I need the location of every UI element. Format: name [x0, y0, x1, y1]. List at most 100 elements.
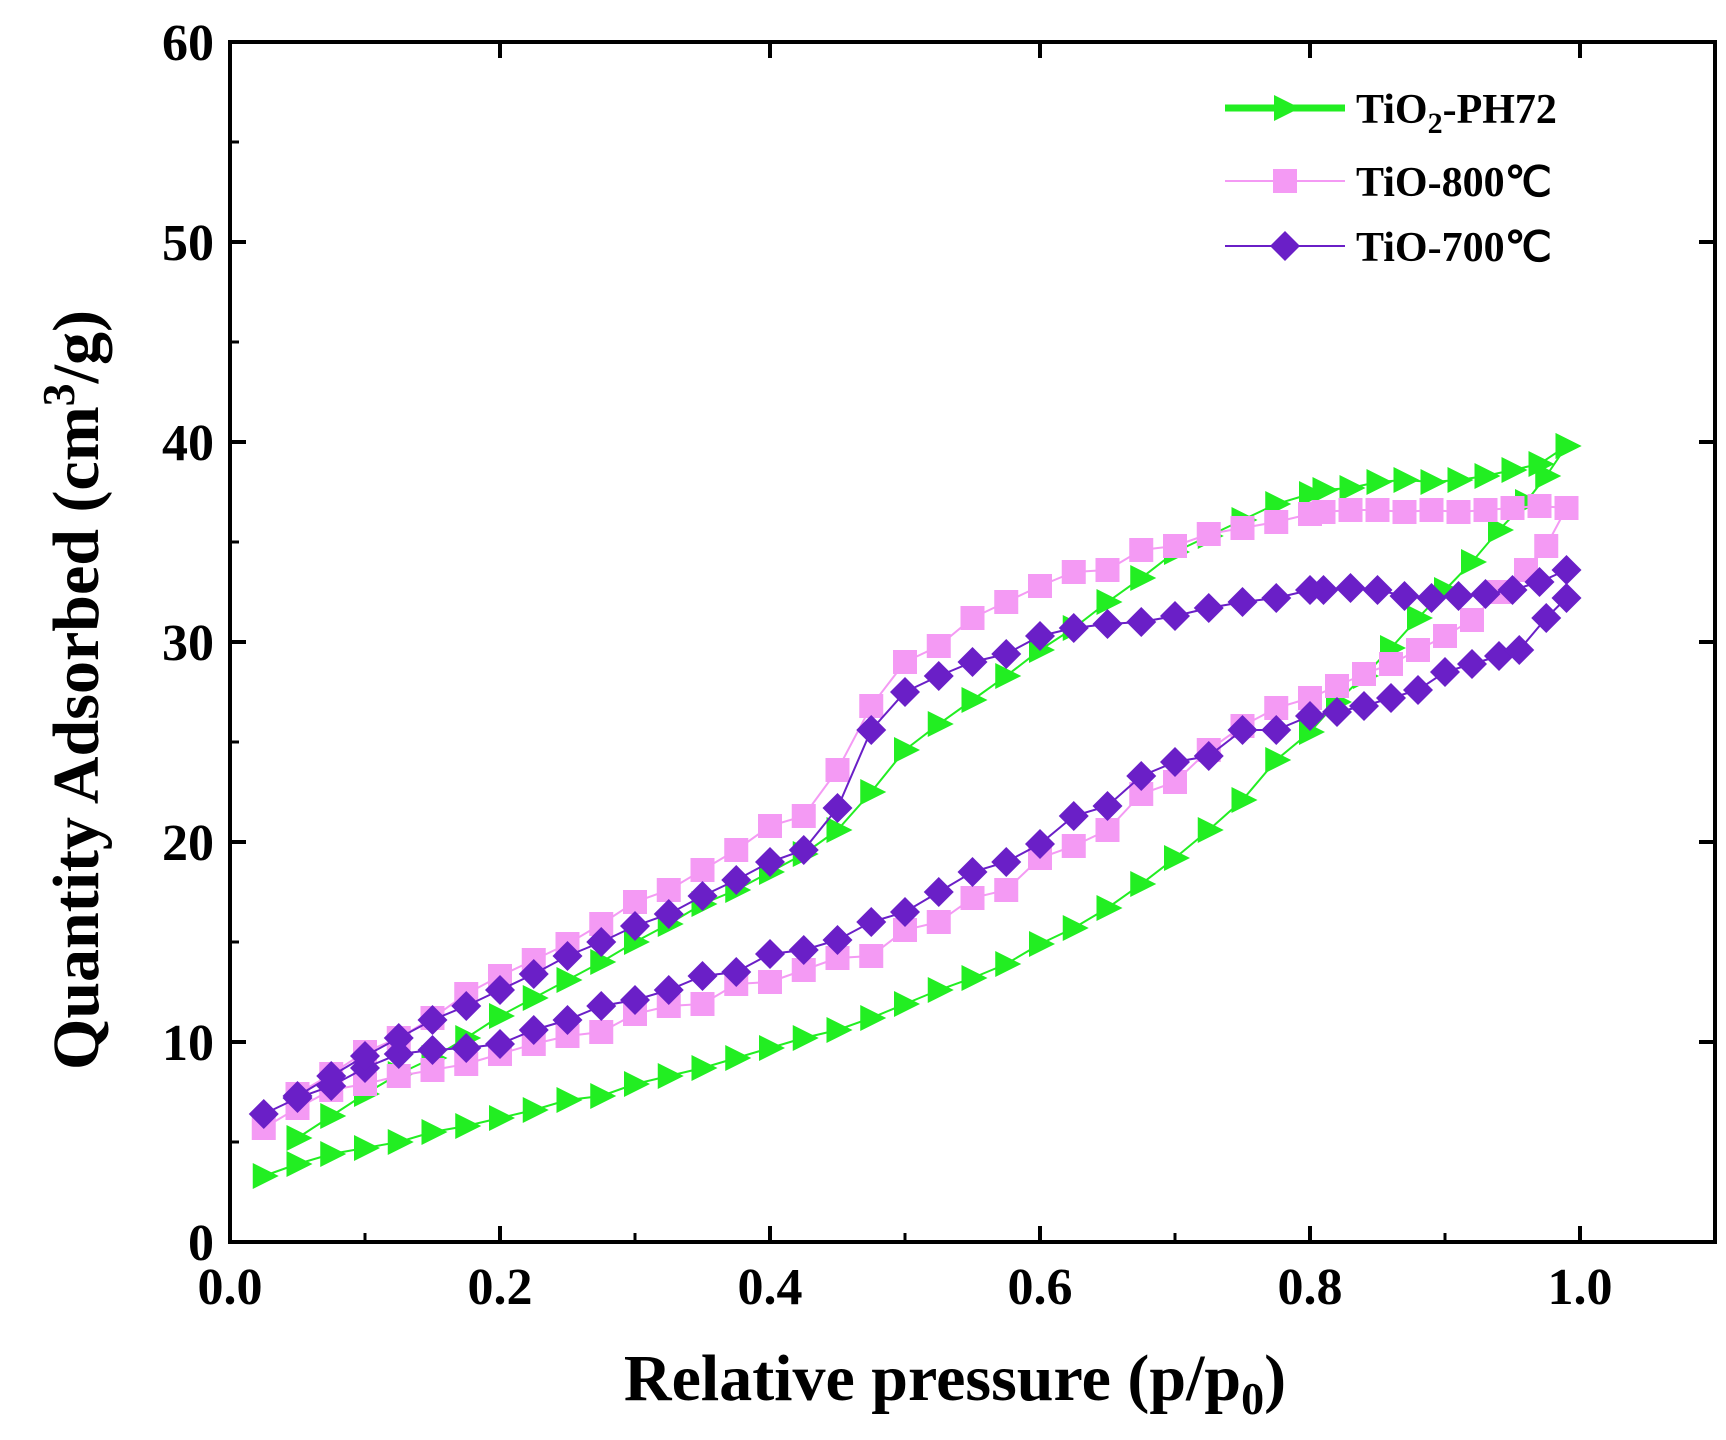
- data-point: [1443, 581, 1474, 611]
- data-point: [856, 907, 887, 937]
- x-tick-label: 0.6: [1008, 1259, 1073, 1316]
- data-point: [923, 661, 954, 691]
- data-point: [826, 817, 853, 843]
- data-point: [927, 711, 954, 737]
- legend-label: TiO-800℃: [1356, 160, 1552, 206]
- data-point: [1164, 845, 1190, 871]
- data-point: [1524, 567, 1555, 597]
- data-point: [1379, 652, 1403, 676]
- data-point: [485, 1029, 515, 1059]
- data-point: [1528, 451, 1555, 477]
- data-point: [451, 991, 482, 1021]
- data-point: [552, 1005, 583, 1035]
- data-point: [590, 949, 617, 975]
- y-tick-label: 40: [162, 415, 214, 472]
- data-point: [252, 1163, 279, 1189]
- data-point: [1349, 691, 1379, 721]
- data-point: [1365, 498, 1390, 522]
- data-point: [1231, 787, 1258, 813]
- data-point: [856, 715, 887, 745]
- data-point: [1028, 574, 1052, 598]
- data-point: [518, 1015, 549, 1045]
- data-point: [1025, 621, 1055, 651]
- data-point: [589, 1020, 614, 1044]
- data-point: [1461, 549, 1487, 575]
- data-point: [1497, 575, 1528, 605]
- data-point: [1392, 500, 1417, 524]
- data-point: [1376, 683, 1406, 713]
- data-point: [788, 935, 819, 965]
- data-point: [860, 1005, 887, 1031]
- data-point: [1092, 609, 1123, 639]
- data-point: [350, 1041, 380, 1071]
- x-tick-label: 1.0: [1548, 1259, 1613, 1316]
- data-point: [1416, 583, 1447, 613]
- data-point: [759, 1035, 785, 1061]
- data-point: [1554, 496, 1579, 520]
- axes: 0.0 0.2 0.4 0.6 0.8 1.0 0 10 20 30 40 50 60: [162, 15, 1717, 1316]
- data-point: [1430, 657, 1460, 687]
- legend-marker: [1270, 231, 1300, 261]
- data-point: [1420, 469, 1447, 495]
- data-point: [690, 858, 715, 882]
- data-point: [755, 939, 785, 969]
- data-point: [1457, 649, 1487, 679]
- x-tick-label: 0.0: [198, 1259, 263, 1316]
- data-point: [1130, 565, 1157, 591]
- data-point: [518, 959, 549, 989]
- data-point: [961, 965, 988, 991]
- data-point: [417, 1005, 448, 1035]
- data-point: [1446, 500, 1471, 524]
- data-point: [890, 897, 920, 927]
- data-point: [960, 886, 985, 910]
- data-point: [1095, 558, 1120, 582]
- data-point: [620, 985, 650, 1015]
- data-point: [556, 1087, 583, 1113]
- data-point: [248, 1099, 279, 1129]
- data-point: [755, 847, 785, 877]
- x-tick-label: 0.4: [738, 1259, 803, 1316]
- data-point: [691, 1055, 718, 1081]
- legend-item-1: TiO-800℃: [1225, 160, 1552, 206]
- data-point: [926, 634, 951, 658]
- x-tick-label: 0.8: [1278, 1259, 1343, 1316]
- data-point: [1500, 496, 1525, 520]
- data-point: [387, 1129, 414, 1155]
- data-point: [1227, 715, 1258, 745]
- data-point: [1130, 871, 1157, 897]
- data-point: [825, 758, 850, 782]
- data-point: [927, 977, 954, 1003]
- data-point: [1531, 603, 1562, 633]
- data-point: [859, 694, 884, 718]
- data-point: [890, 677, 920, 707]
- data-point: [687, 961, 718, 991]
- legend-label: TiO-700℃: [1356, 225, 1552, 271]
- data-point: [286, 1151, 313, 1177]
- data-point: [1474, 463, 1501, 489]
- data-point: [417, 1035, 448, 1065]
- data-point: [1501, 457, 1528, 483]
- data-point: [822, 793, 853, 823]
- data-point: [1393, 467, 1420, 493]
- data-point: [1160, 747, 1190, 777]
- data-point: [926, 910, 951, 934]
- series-layer: [248, 433, 1582, 1189]
- data-point: [522, 1097, 549, 1123]
- data-point: [1322, 697, 1352, 727]
- data-point: [1534, 534, 1559, 558]
- data-point: [282, 1081, 313, 1111]
- data-point: [957, 647, 988, 677]
- data-point: [1163, 534, 1187, 558]
- data-point: [1029, 931, 1055, 957]
- data-point: [1460, 608, 1484, 632]
- data-point: [957, 857, 988, 887]
- data-point: [822, 925, 853, 955]
- data-point: [624, 1071, 650, 1097]
- data-point: [1338, 498, 1363, 522]
- data-point: [1504, 635, 1535, 665]
- data-point: [1295, 575, 1325, 605]
- data-point: [1092, 791, 1123, 821]
- legend-label: TiO2-PH72: [1356, 87, 1557, 140]
- data-point: [1058, 613, 1089, 643]
- data-point: [653, 975, 684, 1005]
